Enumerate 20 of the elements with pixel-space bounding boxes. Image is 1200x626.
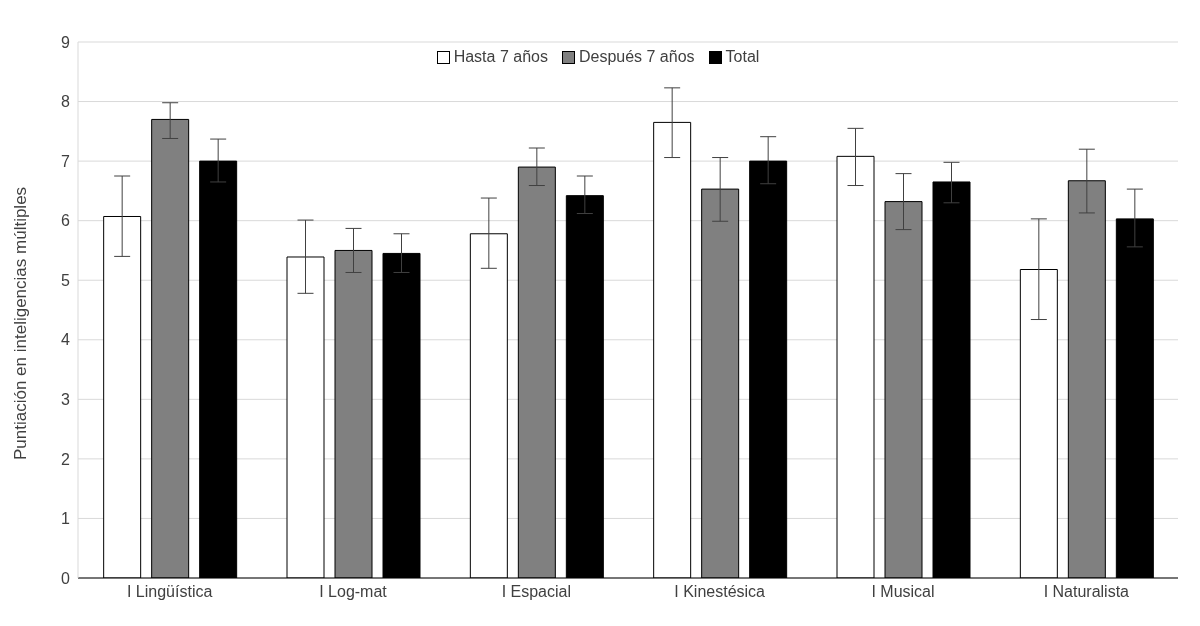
x-tick-label: I Kinestésica xyxy=(674,583,766,601)
x-tick-label: I Lingüística xyxy=(126,583,213,601)
x-tick-label: I Log-mat xyxy=(319,583,388,601)
x-tick-label: I Espacial xyxy=(501,583,572,601)
legend-label: Después 7 años xyxy=(578,48,695,66)
x-tick-label: I Naturalista xyxy=(1043,583,1130,601)
y-tick-label: 6 xyxy=(61,212,71,230)
y-axis-title: Puntiación en inteligencias múltiples xyxy=(11,186,31,460)
y-tick-label: 9 xyxy=(61,33,71,51)
y-tick-label: 5 xyxy=(61,271,71,289)
x-tick-label: I Musical xyxy=(871,583,935,601)
y-tick-label: 7 xyxy=(61,152,71,170)
y-tick-label: 0 xyxy=(61,569,71,587)
y-tick-label: 1 xyxy=(61,510,71,528)
y-tick-label: 4 xyxy=(61,331,71,349)
legend-label: Hasta 7 años xyxy=(453,48,548,66)
y-tick-label: 8 xyxy=(61,93,71,111)
y-tick-label: 2 xyxy=(61,450,71,468)
legend-label: Total xyxy=(725,48,760,66)
y-tick-label: 3 xyxy=(61,391,71,409)
